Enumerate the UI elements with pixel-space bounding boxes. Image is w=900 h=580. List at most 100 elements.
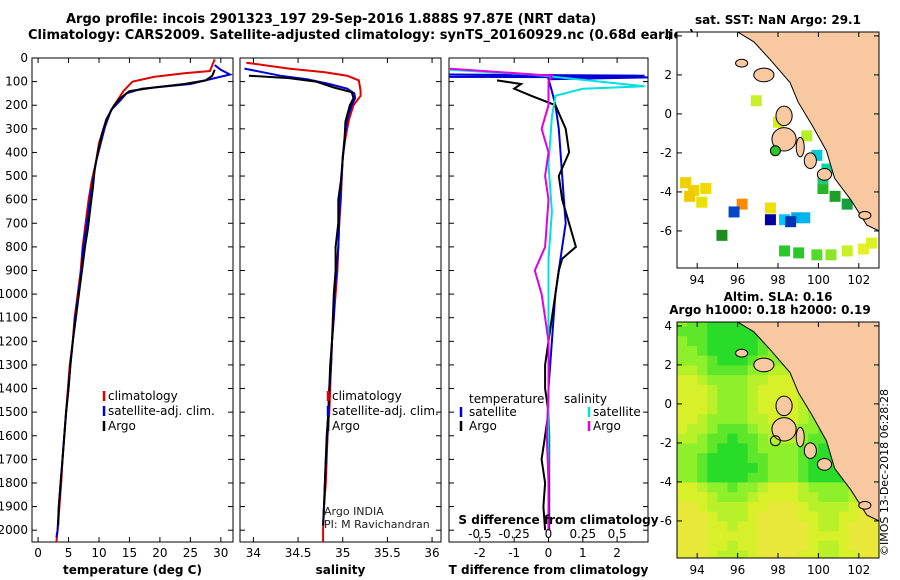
sla-cell xyxy=(788,550,799,558)
sla-cell xyxy=(717,520,728,532)
sla-cell xyxy=(767,413,779,424)
depth-tick-label: 1100 xyxy=(0,311,28,325)
sla-cell xyxy=(767,403,779,415)
map-y-tick-label: 2 xyxy=(664,68,672,82)
sla-cell xyxy=(717,491,728,502)
sla-cell xyxy=(757,394,769,405)
sla-cell xyxy=(747,345,759,356)
sla-cell xyxy=(687,520,698,532)
secondary-tick-label: -0.5 xyxy=(468,527,491,541)
sla-cell xyxy=(767,520,779,532)
island xyxy=(803,442,817,460)
sst-cell xyxy=(793,247,805,259)
sla-cell xyxy=(778,550,789,558)
sla-cell xyxy=(778,511,789,522)
x-tick-label: 10 xyxy=(91,546,106,560)
legend-label: Argo xyxy=(108,419,136,433)
sla-cell xyxy=(687,433,698,444)
sla-cell xyxy=(697,325,708,337)
sla-cell xyxy=(788,481,799,493)
sla-cell xyxy=(747,442,759,454)
sla-cell xyxy=(707,355,718,366)
sla-cell xyxy=(858,511,870,522)
sla-cell xyxy=(717,452,728,463)
sla-cell xyxy=(677,423,688,434)
sal-frame xyxy=(239,57,442,543)
temp-frame xyxy=(31,57,234,543)
depth-tick-label: 400 xyxy=(5,145,28,159)
sla-cell xyxy=(868,520,879,532)
sla-cell xyxy=(677,520,688,532)
island xyxy=(775,395,793,417)
island xyxy=(735,58,749,68)
sla-cell xyxy=(707,413,718,424)
sla-cell xyxy=(767,530,779,541)
sla-cell xyxy=(828,491,840,502)
sla-cell xyxy=(828,462,840,473)
sla-cell xyxy=(757,442,769,454)
sla-cell xyxy=(697,433,708,444)
sla-cell xyxy=(808,550,819,558)
sla-cell xyxy=(798,540,809,551)
sla-cell xyxy=(707,491,718,502)
sst-cell xyxy=(857,243,869,255)
sla-cell xyxy=(707,335,718,346)
sla-cell xyxy=(687,355,698,366)
x-tick-label: 2 xyxy=(613,546,621,560)
sla-cell xyxy=(677,325,688,337)
island xyxy=(803,152,817,170)
sla-cell xyxy=(778,452,789,463)
island xyxy=(795,426,805,448)
sst-cell xyxy=(696,196,708,208)
sla-cell xyxy=(747,364,759,376)
sla-cell xyxy=(727,511,739,522)
sla-cell xyxy=(717,364,728,376)
sla-cell xyxy=(767,540,779,551)
sst-cell xyxy=(825,249,837,261)
depth-tick-label: 1300 xyxy=(0,358,28,372)
map-y-tick-label: 2 xyxy=(664,358,672,372)
sst-cell xyxy=(688,184,700,196)
sla-cell xyxy=(858,550,870,558)
sla-cell xyxy=(737,491,749,502)
sst-cell xyxy=(811,249,823,261)
sla-cell xyxy=(808,491,819,502)
island xyxy=(753,67,775,83)
sst-cell xyxy=(799,212,811,224)
sla-cell xyxy=(778,530,789,541)
sla-cell xyxy=(677,462,688,473)
sla-cell xyxy=(808,481,819,493)
sla-cell xyxy=(707,394,718,405)
sla-map-title: Altim. SLA: 0.16 xyxy=(724,290,833,304)
sla-cell xyxy=(838,511,850,522)
x-tick-label: 0 xyxy=(545,546,553,560)
island xyxy=(795,136,805,158)
sla-cell xyxy=(767,481,779,493)
sla-cell xyxy=(757,374,769,385)
land-sumatra xyxy=(736,322,879,522)
sla-cell xyxy=(828,520,840,532)
diff-series-argo-salinity xyxy=(449,67,554,531)
diff-series-group xyxy=(449,67,648,531)
sla-cell xyxy=(778,520,789,532)
depth-tick-label: 1000 xyxy=(0,287,28,301)
temp-xlabel: temperature (deg C) xyxy=(63,563,202,577)
map-y-tick-label: 4 xyxy=(664,29,672,43)
sla-cell xyxy=(757,491,769,502)
sst-cell xyxy=(865,237,877,249)
sla-cell xyxy=(757,472,769,483)
sla-cell xyxy=(757,462,769,473)
sla-cell xyxy=(727,491,739,502)
sla-cell xyxy=(697,472,708,483)
sst-map: 94 96 98 100 102 4 2 0 -2 -4 -6 sat. SST: NaN Argo:… xyxy=(660,13,880,287)
sst-map-content xyxy=(677,32,879,268)
sla-cell xyxy=(747,384,759,395)
sst-cell xyxy=(841,198,853,210)
sla-cell xyxy=(767,452,779,463)
sla-cell xyxy=(717,481,728,493)
map-x-tick-label: 100 xyxy=(807,563,830,577)
sla-cell xyxy=(798,530,809,541)
sla-cell xyxy=(707,530,718,541)
depth-tick-label: 900 xyxy=(5,263,28,277)
depth-tick-label: 300 xyxy=(5,122,28,136)
